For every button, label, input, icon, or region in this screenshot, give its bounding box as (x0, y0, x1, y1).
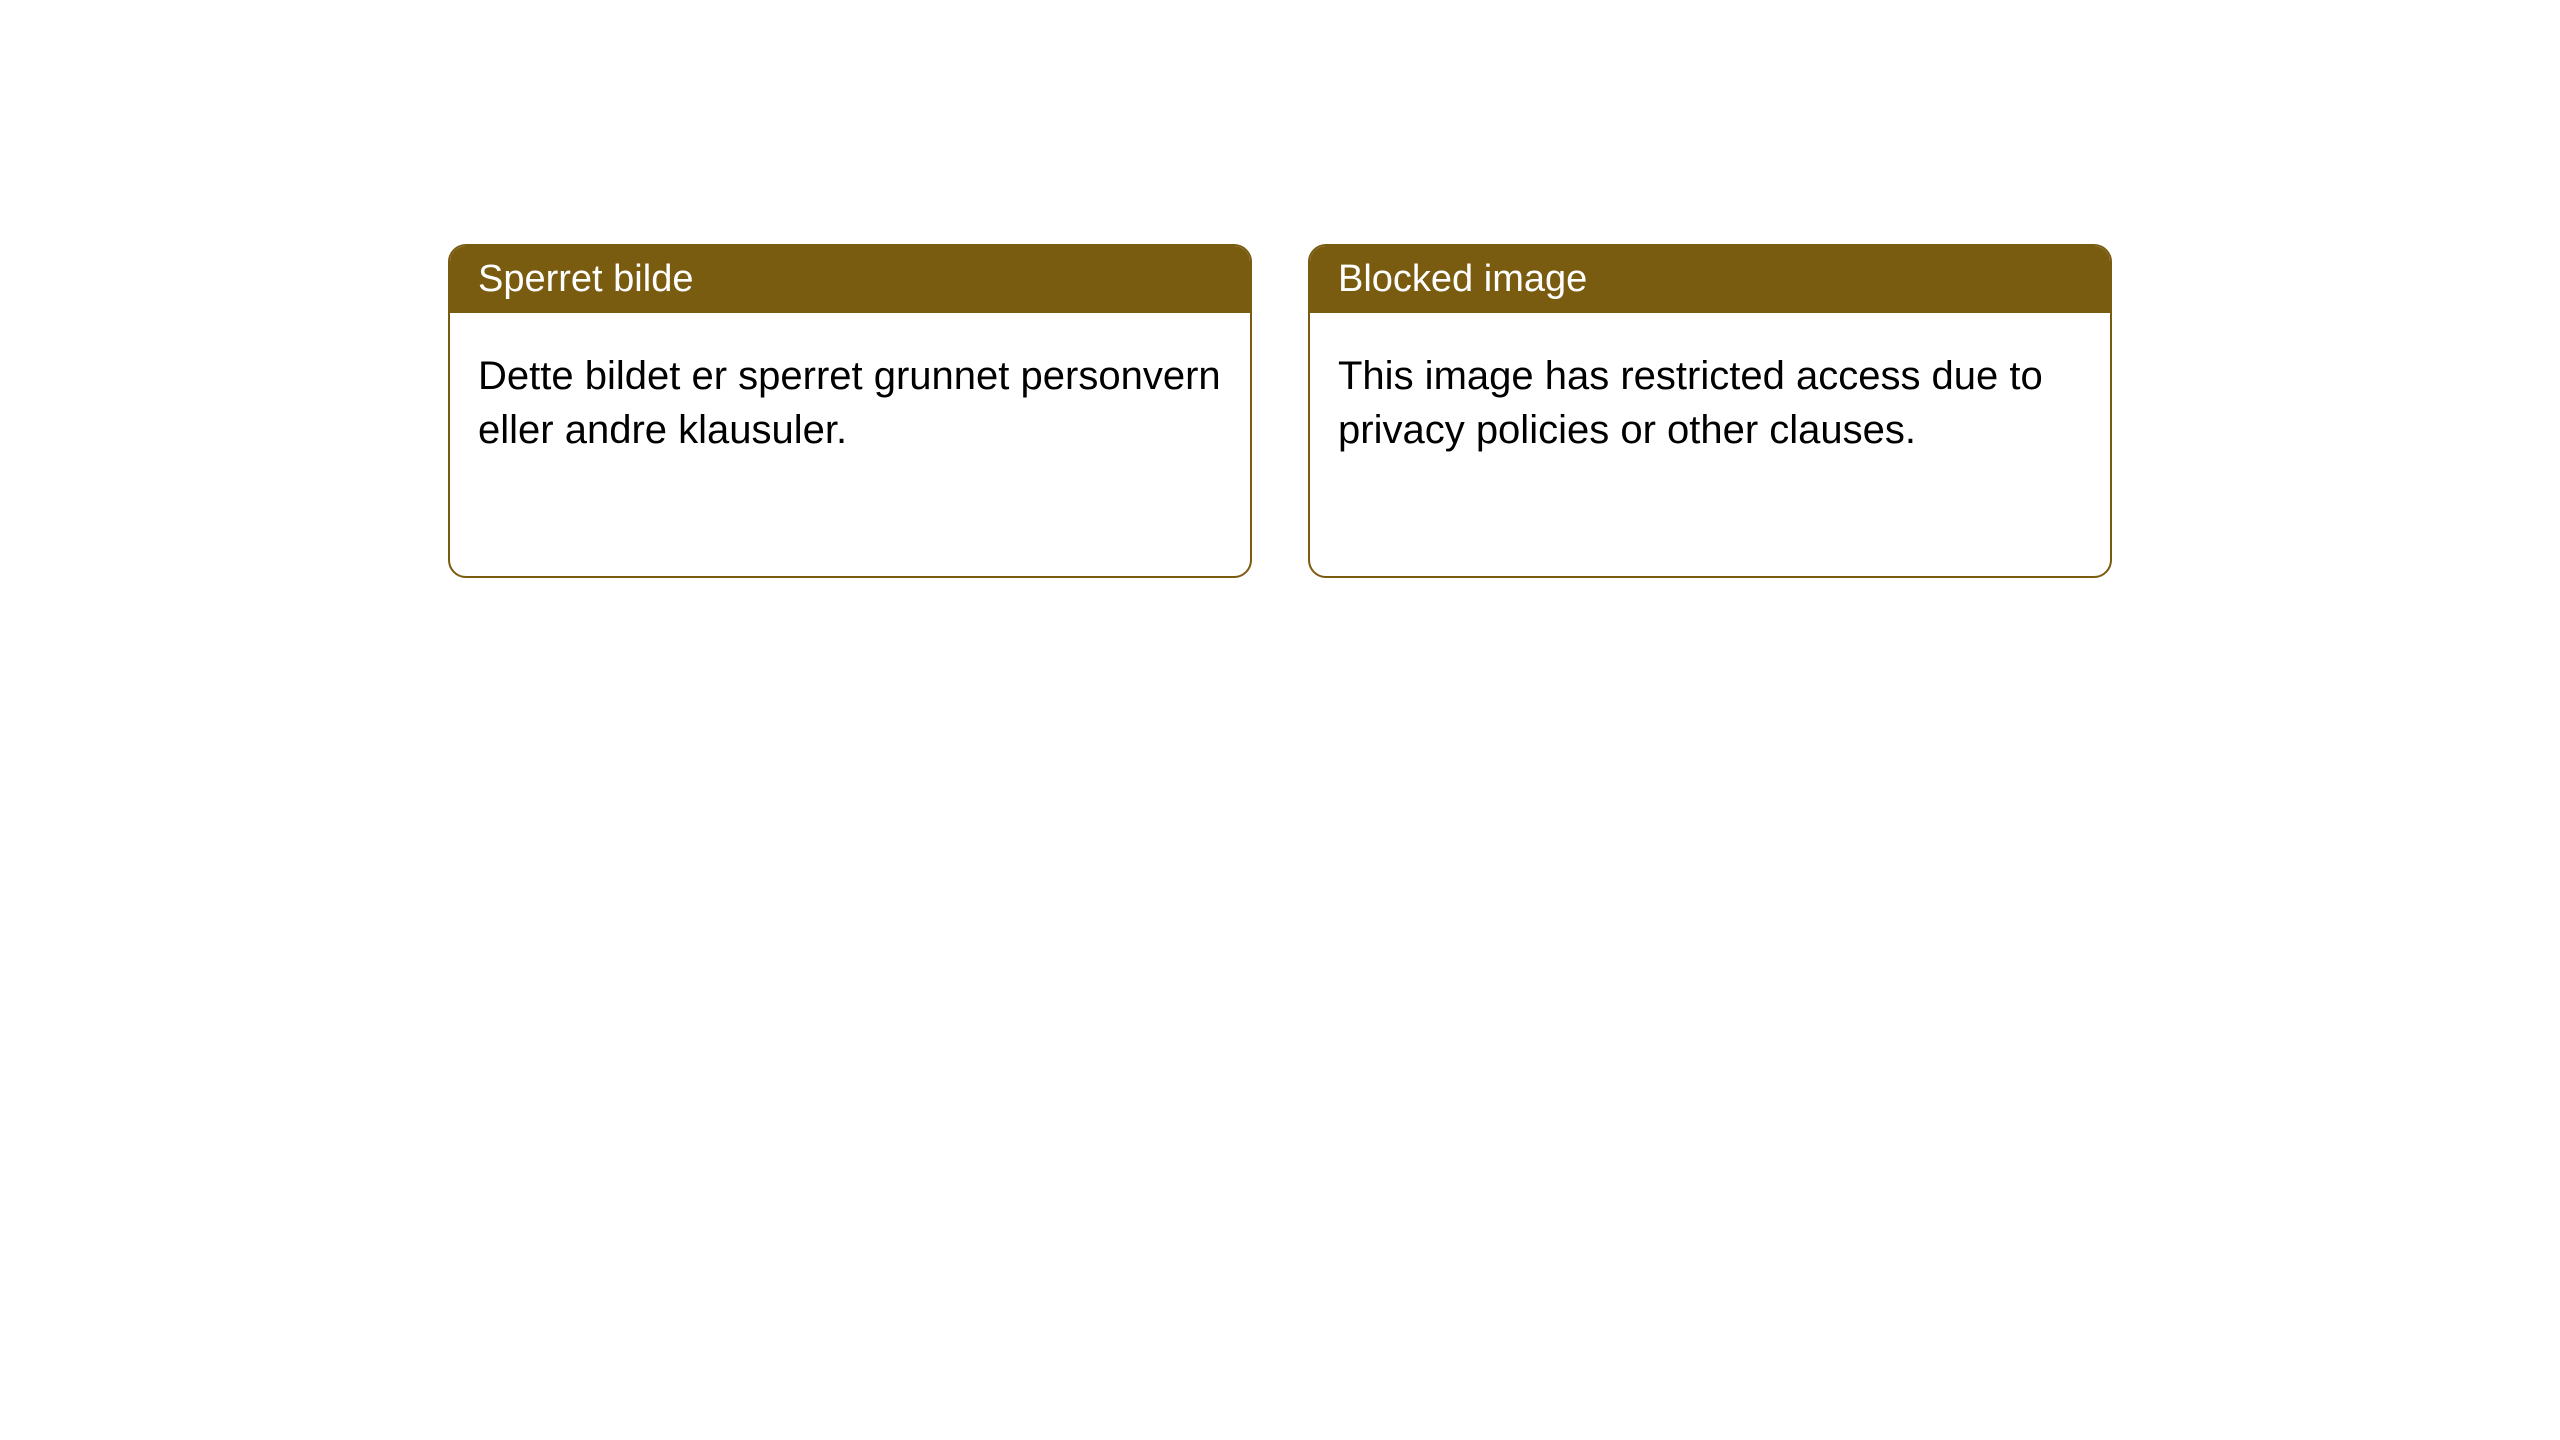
card-container: Sperret bilde Dette bildet er sperret gr… (0, 0, 2560, 578)
card-body-en: This image has restricted access due to … (1310, 313, 2110, 493)
card-title-no: Sperret bilde (478, 258, 693, 300)
card-header-no: Sperret bilde (450, 246, 1250, 313)
card-body-text-en: This image has restricted access due to … (1338, 354, 2043, 452)
blocked-image-card-en: Blocked image This image has restricted … (1308, 244, 2112, 578)
blocked-image-card-no: Sperret bilde Dette bildet er sperret gr… (448, 244, 1252, 578)
card-body-text-no: Dette bildet er sperret grunnet personve… (478, 354, 1221, 452)
card-header-en: Blocked image (1310, 246, 2110, 313)
card-title-en: Blocked image (1338, 258, 1587, 300)
card-body-no: Dette bildet er sperret grunnet personve… (450, 313, 1250, 493)
